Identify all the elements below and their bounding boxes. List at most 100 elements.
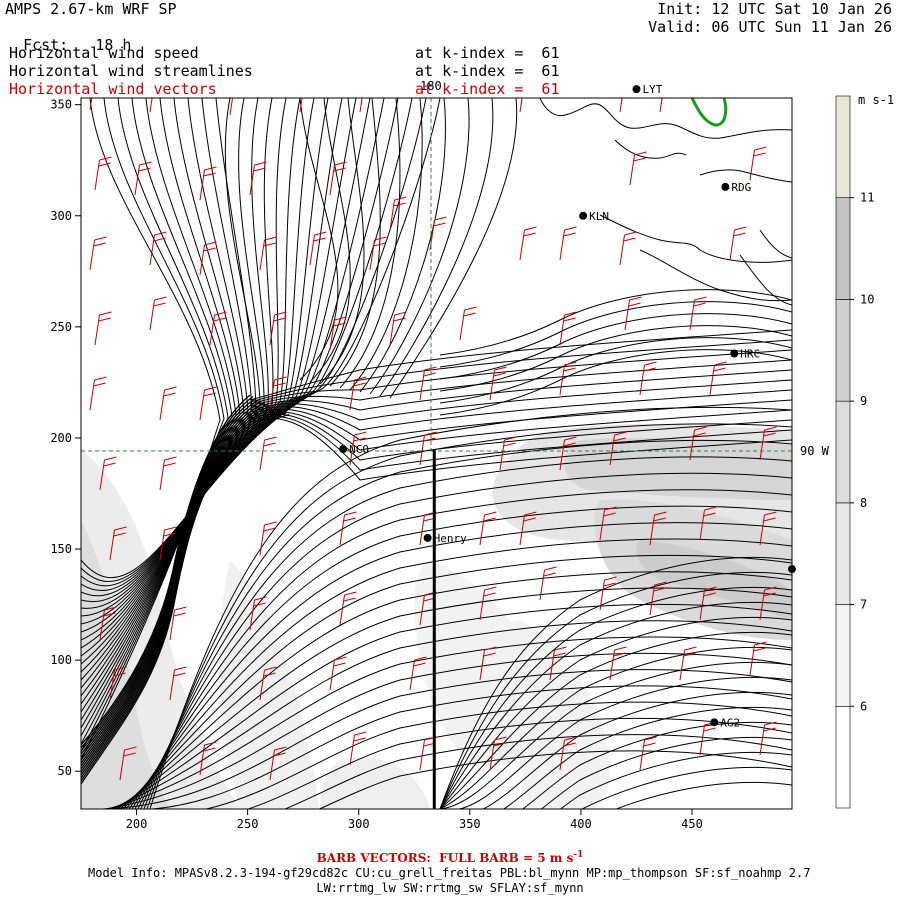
streamline	[146, 423, 792, 809]
colorbar-label: 7	[860, 598, 867, 612]
streamline	[81, 98, 413, 587]
colorbar-segment	[835, 705, 851, 809]
streamline	[119, 571, 792, 809]
streamline	[249, 329, 792, 401]
wind-barb	[619, 98, 623, 113]
model-info: Model Info: MPASv8.2.3-194-gf29cd82c CU:…	[88, 866, 811, 880]
streamline	[137, 472, 792, 809]
wind-barb	[259, 521, 277, 556]
wind-barb	[539, 566, 557, 601]
meridian-label: 180	[420, 79, 442, 93]
map-frame	[80, 97, 793, 810]
wind-barb	[94, 156, 112, 191]
wind-barb	[249, 596, 267, 631]
wind-barb	[609, 431, 627, 466]
wind-barb	[339, 511, 357, 546]
wind-barb	[709, 361, 727, 396]
wind-barb	[639, 736, 657, 771]
wind-barb	[699, 506, 717, 541]
wind-barb	[689, 296, 707, 331]
wind-barb	[269, 746, 287, 781]
streamline	[379, 98, 494, 397]
y-tick-label: 300	[50, 209, 72, 223]
wind-barb	[359, 98, 363, 113]
wind-barb	[329, 656, 347, 691]
barb-legend-unit-exponent: -1	[573, 850, 584, 860]
colorbar-segment	[835, 197, 851, 300]
green-coast-highlight	[690, 98, 728, 127]
x-tick-label: 200	[126, 817, 148, 831]
streamline	[122, 554, 792, 809]
wind-barb	[149, 296, 167, 331]
streamline	[249, 379, 792, 421]
streamline	[104, 652, 792, 809]
streamline	[249, 339, 792, 403]
wind-barb	[269, 311, 287, 346]
fcst-value: 18 h	[95, 36, 132, 54]
wind-barb	[519, 511, 537, 546]
wind-barb	[89, 236, 107, 271]
streamline	[81, 98, 225, 753]
field-1-level: at k-index = 61	[415, 44, 560, 62]
wind-barb	[619, 231, 637, 266]
y-axis: 50 100 150 200 250 300 350	[50, 98, 81, 778]
y-tick-label: 150	[50, 542, 72, 556]
colorbar-label: 6	[860, 699, 867, 713]
colorbar-segment	[835, 95, 851, 199]
streamline	[96, 701, 792, 809]
colorbar-label: 9	[860, 394, 867, 408]
wind-barb	[199, 386, 217, 421]
wind-barb	[499, 436, 517, 471]
wind-barb	[349, 731, 367, 766]
wind-barb	[749, 146, 767, 181]
station-marker	[788, 565, 796, 574]
station-marker	[339, 445, 348, 454]
wind-barb	[269, 376, 287, 411]
streamline	[439, 313, 792, 380]
streamline	[439, 646, 792, 809]
colorbar-segment	[835, 502, 851, 605]
colorbar-label: 10	[860, 292, 874, 306]
station-label: RDG	[731, 181, 751, 194]
wind-barb	[259, 236, 277, 271]
barb-legend: BARB VECTORS: FULL BARB = 5 m s-1	[0, 850, 900, 865]
streamline	[81, 98, 229, 745]
station-label: NCO	[349, 443, 369, 456]
station-marker	[632, 85, 641, 94]
wind-barb	[679, 646, 697, 681]
wind-barb	[624, 296, 642, 331]
wind-barbs	[89, 98, 777, 781]
wind-barb	[759, 586, 777, 621]
wind-barb	[729, 226, 747, 261]
streamlines	[81, 98, 792, 809]
streamline	[93, 717, 792, 809]
streamline	[90, 734, 792, 809]
streamline	[81, 98, 287, 649]
streamline	[116, 587, 792, 809]
x-tick-label: 250	[237, 817, 259, 831]
colorbar-segment	[835, 400, 851, 504]
streamline	[81, 98, 249, 705]
streamline	[249, 389, 792, 431]
streamline	[249, 418, 792, 481]
stations: LYT RDG KLN HRC NCO Henry AG2	[339, 83, 796, 729]
streamline	[389, 98, 518, 399]
streamline	[440, 766, 792, 809]
wind-barb	[759, 511, 777, 546]
streamline	[81, 98, 257, 689]
streamline	[107, 636, 792, 809]
streamline	[439, 586, 792, 809]
model-info-2: LW:rrtmg_lw SW:rrtmg_sw SFLAY:sf_mynn	[316, 881, 584, 895]
wind-barb	[199, 741, 217, 776]
x-tick-label: 400	[570, 817, 592, 831]
wind-barb	[459, 306, 477, 341]
wind-barb	[559, 361, 577, 396]
streamline	[439, 289, 792, 356]
wind-barb	[339, 591, 357, 626]
streamline	[249, 369, 792, 411]
streamline	[140, 456, 792, 809]
forecast-hour: Fcst: 18 h	[5, 18, 131, 54]
streamline	[440, 721, 792, 809]
wind-barb	[489, 736, 507, 771]
wind-barb	[199, 241, 217, 276]
